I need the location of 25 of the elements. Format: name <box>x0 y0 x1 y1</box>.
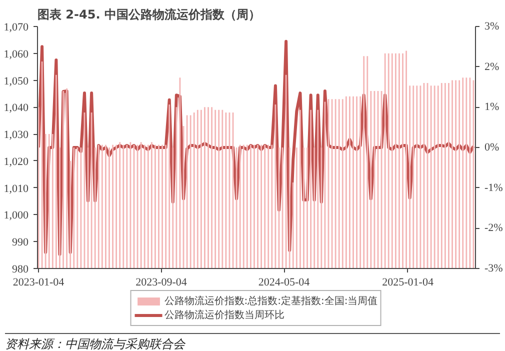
y-tick-label: 1,070 <box>4 22 29 34</box>
y2-tick-label: 1% <box>484 101 500 114</box>
y-tick-label: 1,000 <box>4 210 29 222</box>
legend-label: 公路物流运价指数:总指数:定基指数:全国:当周值 <box>164 294 378 308</box>
x-tick-label: 2023-09-04 <box>136 276 188 288</box>
y-tick-label: 1,030 <box>4 129 29 142</box>
y-tick-label: 980 <box>12 264 29 276</box>
x-tick-label: 2025-01-04 <box>382 276 434 288</box>
y-tick-label: 990 <box>12 236 29 249</box>
y-tick-label: 1,040 <box>4 102 29 114</box>
legend-label: 公路物流运价指数当周环比 <box>164 308 284 322</box>
x-tick-label: 2024-05-04 <box>258 276 310 288</box>
y2-tick-label: -1% <box>484 182 503 194</box>
x-tick-label: 2023-01-04 <box>12 276 65 288</box>
y2-tick-label: 0% <box>484 142 500 154</box>
y2-tick-label: -2% <box>484 222 503 234</box>
y2-tick-label: -3% <box>484 262 503 274</box>
y-tick-label: 1,050 <box>4 75 29 88</box>
y2-tick-label: 2% <box>484 60 500 73</box>
text: 资料来源：中国物流与采购联合会 <box>5 336 185 351</box>
y-tick-label: 1,010 <box>4 182 29 195</box>
y2-tick-label: 3% <box>484 20 500 32</box>
y-tick-label: 1,060 <box>4 48 29 60</box>
y-tick-label: 1,020 <box>4 156 29 168</box>
chart-title: 图表 2-45. 中国公路物流运价指数（周） <box>38 8 260 22</box>
